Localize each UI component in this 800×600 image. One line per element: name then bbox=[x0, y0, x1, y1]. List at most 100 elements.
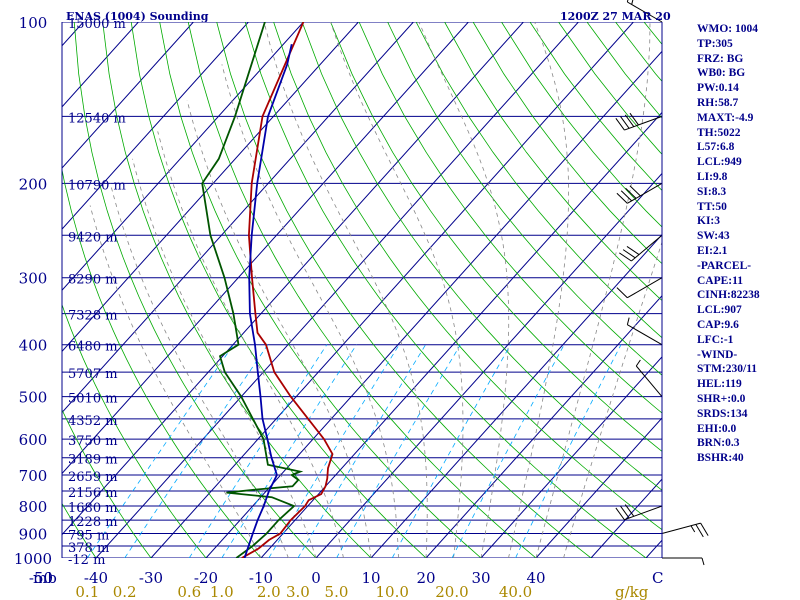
wind-barb-staff bbox=[661, 522, 701, 534]
dry-adiabat-line bbox=[444, 22, 662, 302]
dry-adiabat-line bbox=[130, 22, 427, 558]
mixing-ratio-tick-label: 0.6 bbox=[177, 583, 201, 600]
wind-barb-feather bbox=[622, 249, 636, 259]
height-labels: 15000 m 12540 m 10790 m 9420 m 8290 m 7328 m 6… bbox=[68, 17, 126, 568]
sounding-index-line: LCL:907 bbox=[697, 304, 742, 317]
wind-barb-feather bbox=[616, 287, 628, 299]
wind-barb bbox=[626, 317, 663, 346]
sounding-index-line: TT:50 bbox=[697, 200, 727, 213]
sounding-index-line: BSHR:40 bbox=[697, 452, 744, 465]
isotherm-line bbox=[315, 172, 662, 558]
height-label: 1228 m bbox=[68, 515, 118, 530]
mixing-ratio-line bbox=[391, 344, 511, 558]
temperature-tick-label: -10 bbox=[249, 569, 273, 587]
height-label: 3189 m bbox=[68, 453, 118, 468]
wind-barb-feather bbox=[620, 116, 630, 129]
dry-adiabat-line bbox=[102, 22, 372, 558]
mixing-ratio-tick-label: 5.0 bbox=[325, 583, 349, 600]
moist-adiabat-line bbox=[535, 22, 651, 558]
moist-adiabat-line bbox=[508, 22, 569, 558]
temperature-tick-label: 10 bbox=[361, 569, 380, 587]
sounding-index-line: BRN:0.3 bbox=[697, 437, 740, 450]
pressure-tick-label: 500 bbox=[19, 389, 48, 407]
sounding-index-line: L57:6.8 bbox=[697, 141, 735, 154]
dry-adiabat-line bbox=[187, 22, 537, 558]
wind-barb bbox=[616, 182, 663, 204]
temperature-tick-label: -40 bbox=[84, 569, 108, 587]
temperature-tick-label: 30 bbox=[471, 569, 490, 587]
sounding-index-line: EI:2.1 bbox=[697, 244, 728, 257]
isotherm-line bbox=[62, 22, 249, 230]
height-label: 10790 m bbox=[68, 178, 126, 193]
mixing-ratio-line bbox=[268, 344, 400, 558]
sounding-index-line: CINH:82238 bbox=[697, 289, 760, 302]
wind-barb-feather bbox=[626, 246, 640, 255]
sounding-index-line: RH:58.7 bbox=[697, 96, 739, 109]
height-label: 5707 m bbox=[68, 367, 118, 382]
isotherm-line bbox=[150, 22, 634, 558]
mixing-ratio-tick-label: 40.0 bbox=[499, 583, 532, 600]
height-label: 3750 m bbox=[68, 434, 118, 449]
sounding-index-line: LCL:949 bbox=[697, 156, 742, 169]
sounding-index-line: SW:43 bbox=[697, 230, 730, 243]
wind-barb-staff bbox=[635, 365, 663, 397]
temperature-tick-label: -50 bbox=[29, 569, 53, 587]
pressure-tick-label: 800 bbox=[19, 498, 48, 516]
sounding-index-line: CAP:9.6 bbox=[697, 318, 739, 331]
isotherm-line bbox=[425, 295, 662, 558]
sounding-index-line: TP:305 bbox=[697, 37, 733, 50]
height-label: 7328 m bbox=[68, 309, 118, 324]
sounding-profiles bbox=[201, 22, 334, 558]
isotherm-line bbox=[62, 22, 414, 414]
mixing-ratio-line bbox=[297, 344, 426, 558]
temperature-tick-label: 40 bbox=[526, 569, 545, 587]
dry-adiabat-line bbox=[62, 167, 262, 558]
height-label: 2659 m bbox=[68, 470, 118, 485]
dry-adiabat-line bbox=[62, 303, 207, 558]
isotherm-line bbox=[95, 22, 579, 558]
wind-barb-feather bbox=[695, 524, 704, 538]
pressure-tick-label: 900 bbox=[19, 525, 48, 543]
isotherm-line bbox=[260, 111, 662, 558]
wind-barb-feather bbox=[626, 0, 629, 3]
sounding-index-line: -WIND- bbox=[697, 348, 738, 361]
dry-adiabat-line bbox=[159, 22, 482, 558]
chart-grid bbox=[62, 22, 662, 558]
pressure-tick-label: 400 bbox=[19, 337, 48, 355]
dry-adiabat-line bbox=[273, 22, 662, 531]
wind-barb-feather bbox=[620, 505, 630, 519]
pressure-tick-label: 200 bbox=[19, 175, 48, 193]
sounding-index-line: PW:0.14 bbox=[697, 82, 739, 95]
sounding-index-line: -PARCEL- bbox=[697, 259, 752, 272]
wind-barb-half-feather bbox=[626, 317, 630, 325]
mixing-ratio-line bbox=[336, 344, 461, 558]
pressure-tick-label: 300 bbox=[19, 270, 48, 288]
mixing-ratio-tick-label: 10.0 bbox=[375, 583, 408, 600]
wind-barb-feather bbox=[619, 252, 632, 262]
isotherm-line bbox=[535, 417, 662, 558]
moist-adiabat-line bbox=[263, 22, 428, 558]
height-label: 795 m bbox=[68, 528, 109, 543]
sounding-index-line: SHR+:0.0 bbox=[697, 392, 746, 405]
dry-adiabat-line bbox=[387, 22, 662, 376]
mixing-ratio-tick-label: 3.0 bbox=[286, 583, 310, 600]
parcel-profile bbox=[243, 44, 293, 558]
sounding-index-line: CAPE:11 bbox=[697, 274, 743, 287]
wind-barbs bbox=[615, 0, 709, 566]
dry-adiabat-line bbox=[472, 22, 662, 265]
pressure-axis: 100 200 300 400 500 600 700 800 900 1000 bbox=[14, 14, 52, 568]
sounding-index-line: LFC:-1 bbox=[697, 333, 734, 346]
temperature-tick-label: -20 bbox=[194, 569, 218, 587]
moist-adiabat-line bbox=[563, 240, 662, 558]
isotherm-line bbox=[62, 22, 194, 169]
wind-barb-feather bbox=[624, 114, 635, 127]
dry-adiabat-line bbox=[330, 22, 662, 452]
pressure-tick-label: 700 bbox=[19, 467, 48, 485]
height-label: 2156 m bbox=[68, 486, 118, 501]
sounding-indices-panel: WMO: 1004 TP:305 FRZ: BG WB0: BG PW:0.14 RH:5… bbox=[697, 22, 800, 466]
wind-barb bbox=[635, 359, 663, 397]
mixing-ratio-line bbox=[86, 344, 234, 558]
mixing-ratio-tick-label: 2.0 bbox=[257, 583, 281, 600]
dry-adiabat-line bbox=[301, 22, 662, 491]
